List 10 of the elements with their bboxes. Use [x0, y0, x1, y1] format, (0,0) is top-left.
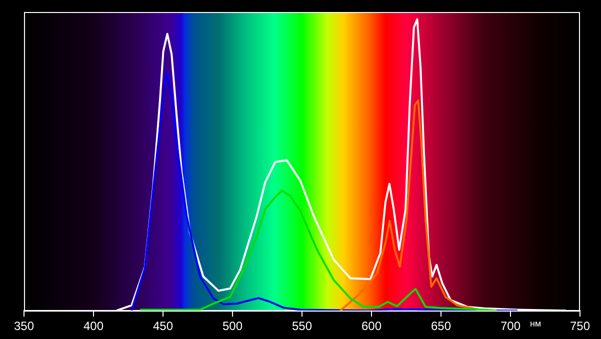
x-tick-label: 550	[292, 319, 312, 334]
x-axis-title: нм	[530, 318, 542, 329]
x-tick-label: 700	[500, 319, 521, 334]
x-tick-label: 350	[14, 319, 34, 334]
x-tick-label: 650	[430, 319, 452, 334]
x-tick-label: 750	[570, 319, 590, 334]
x-tick-label: 450	[152, 319, 174, 334]
x-tick-label: 500	[222, 319, 243, 334]
x-tick-label: 400	[83, 319, 104, 334]
x-tick-label: 600	[361, 319, 382, 334]
